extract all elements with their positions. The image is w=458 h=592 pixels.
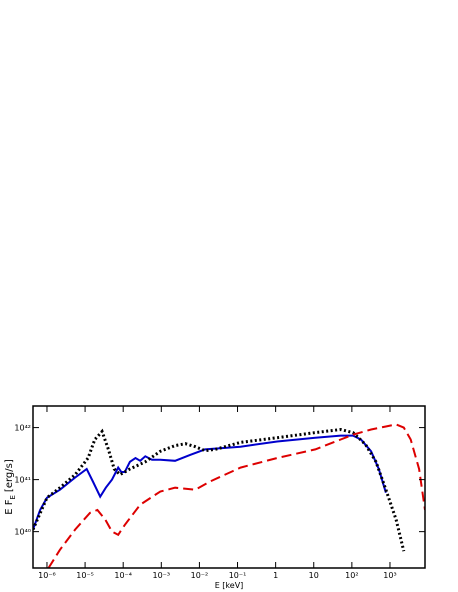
x-tick-label: 10⁻² <box>191 571 209 580</box>
y-tick-label: 10⁴² <box>14 424 31 433</box>
series-line <box>47 423 425 568</box>
axes-frame <box>32 405 426 569</box>
x-tick-label: 1 <box>273 571 278 580</box>
y-label-unit: [erg/s] <box>4 459 15 492</box>
x-tick-label: 10⁻¹ <box>229 571 247 580</box>
x-tick-label: 10² <box>345 571 358 580</box>
x-tick-label: 10⁻⁶ <box>38 571 56 580</box>
x-tick-label: 10 <box>309 571 319 580</box>
y-axis-label: E FE [erg/s] <box>4 459 17 515</box>
y-tick-label: 10⁴⁰ <box>14 528 31 537</box>
y-tick-label: 10⁴¹ <box>14 476 31 485</box>
x-tick-label: 10⁻³ <box>152 571 170 580</box>
x-tick-label: 10⁻⁵ <box>76 571 94 580</box>
y-label-text: E F <box>4 499 15 514</box>
x-tick-label: 10⁻⁴ <box>114 571 132 580</box>
plot-area <box>33 423 425 568</box>
x-axis-label: E [keV] <box>215 581 244 590</box>
series-line <box>33 434 387 530</box>
series-line <box>33 427 406 552</box>
y-label-sub: E <box>9 495 17 499</box>
x-tick-label: 10³ <box>383 571 396 580</box>
